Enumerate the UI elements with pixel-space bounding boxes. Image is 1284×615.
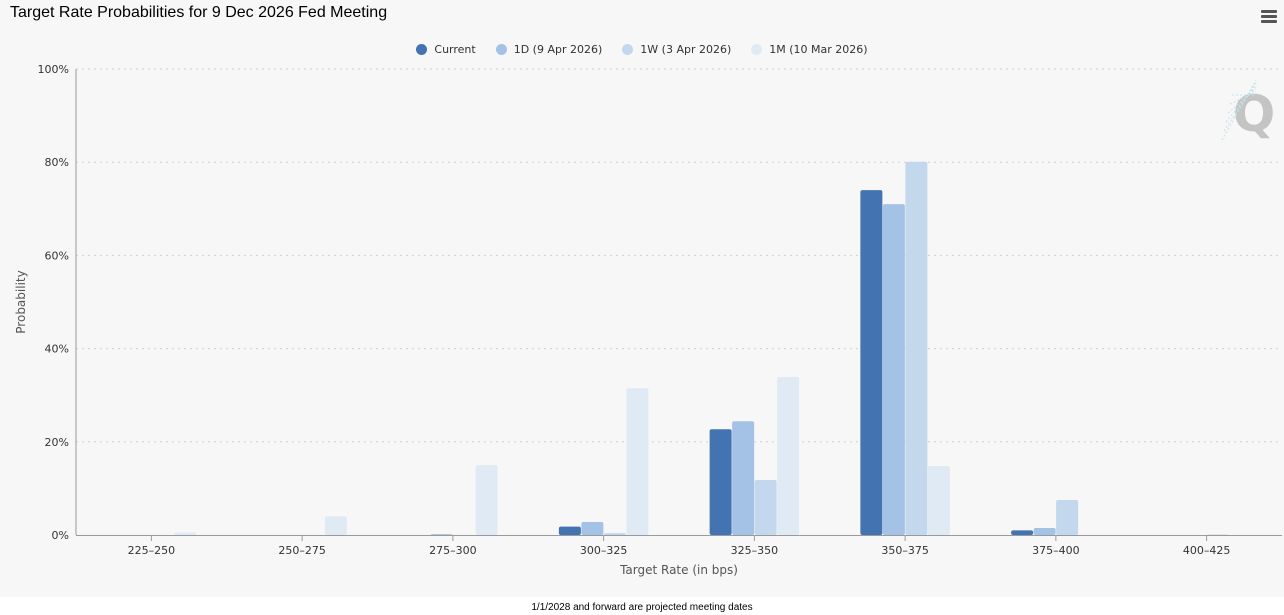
legend-item[interactable]: 1W (3 Apr 2026) <box>622 43 731 56</box>
legend-swatch <box>751 43 763 55</box>
logo-stroke <box>1221 79 1257 141</box>
bar <box>860 190 883 535</box>
y-tick-label: 0% <box>52 529 69 542</box>
bar <box>882 204 905 535</box>
bar <box>777 377 800 535</box>
bar <box>558 526 581 535</box>
legend-swatch <box>495 43 507 55</box>
x-tick-label: 350–375 <box>881 544 929 557</box>
bar <box>475 465 498 535</box>
y-axis-title: Probability <box>14 270 28 333</box>
logo-stroke <box>1229 91 1257 105</box>
legend-label: 1M (10 Mar 2026) <box>769 42 868 56</box>
chart-panel: Target Rate Probabilities for 9 Dec 2026… <box>0 4 1284 577</box>
x-axis-title: Target Rate (in bps) <box>619 563 738 577</box>
footnote: 1/1/2028 and forward are projected meeti… <box>531 602 753 613</box>
logo-stroke <box>1223 82 1257 132</box>
legend-item[interactable]: 1D (9 Apr 2026) <box>495 42 603 56</box>
bar <box>581 521 604 535</box>
y-tick-label: 20% <box>45 436 69 449</box>
y-tick-label: 60% <box>45 249 69 262</box>
hamburger-menu-icon[interactable] <box>1258 8 1280 26</box>
legend-label: 1D (9 Apr 2026) <box>513 42 603 56</box>
chart-legend: Current 1D (9 Apr 2026) 1W (3 Apr 2026) 1M … <box>0 40 1284 58</box>
bar <box>754 480 777 535</box>
bar <box>1056 500 1079 535</box>
bar <box>603 533 626 535</box>
chart-plot: Q 0% 20% 40% 60% 80% 100% 225–250 250–275 275–300… <box>14 63 1282 577</box>
legend-item[interactable]: Current <box>416 42 476 56</box>
y-tick-label: 100% <box>38 63 69 76</box>
bar <box>709 429 732 535</box>
bar <box>324 516 347 535</box>
x-tick-label: 325–350 <box>731 544 779 557</box>
bar <box>626 388 649 535</box>
bar <box>732 421 755 535</box>
x-tick-label: 275–300 <box>429 544 477 557</box>
y-tick-label: 40% <box>45 343 69 356</box>
y-tick-label: 80% <box>45 156 69 169</box>
bar <box>430 534 453 535</box>
chart-title: Target Rate Probabilities for 9 Dec 2026… <box>10 4 388 21</box>
x-tick-label: 225–250 <box>128 544 176 557</box>
legend-swatch <box>622 43 634 55</box>
bar <box>905 161 928 535</box>
quikstrike-logo-icon: Q <box>1233 85 1276 143</box>
legend-item[interactable]: 1M (10 Mar 2026) <box>751 42 868 56</box>
bar <box>1011 530 1034 535</box>
x-tick-label: 400–425 <box>1183 544 1231 557</box>
bar <box>1033 528 1056 535</box>
legend-label: Current <box>434 42 476 56</box>
bar <box>927 466 950 535</box>
bar <box>174 532 197 535</box>
x-tick-label: 375–400 <box>1032 544 1080 557</box>
x-tick-label: 300–325 <box>580 544 628 557</box>
x-tick-label: 250–275 <box>278 544 326 557</box>
legend-label: 1W (3 Apr 2026) <box>640 42 732 56</box>
legend-swatch <box>416 43 428 55</box>
